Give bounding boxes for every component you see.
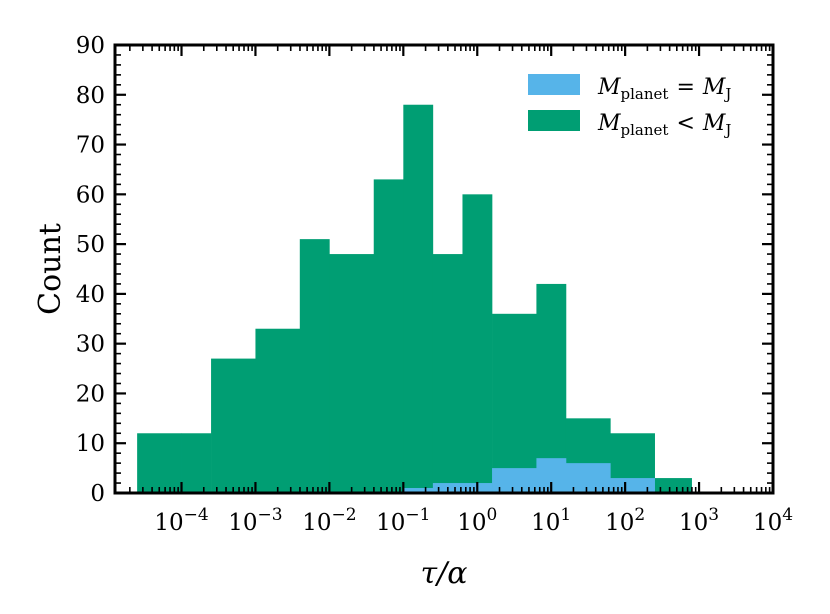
legend-label: Mplanet = MJ — [597, 75, 731, 103]
y-tick-label: 90 — [76, 33, 105, 59]
x-tick-label: 10−4 — [154, 505, 208, 536]
series-green-bars — [137, 104, 692, 493]
histogram-bar — [255, 328, 301, 493]
x-tick-label: 10−1 — [376, 505, 430, 536]
x-tick-label: 104 — [753, 505, 793, 536]
histogram-bar — [211, 358, 256, 493]
legend-swatch — [528, 110, 580, 131]
y-tick-label: 80 — [76, 83, 105, 109]
x-tick-label: 102 — [605, 505, 645, 536]
histogram-bar — [432, 254, 463, 493]
legend: Mplanet = MJ Mplanet < MJ — [528, 74, 731, 139]
x-tick-label: 101 — [531, 505, 571, 536]
x-axis-title: τ/α — [421, 556, 468, 591]
x-tick-label: 100 — [457, 505, 497, 536]
y-axis-title: Count — [33, 223, 68, 315]
histogram-bar — [403, 488, 434, 493]
histogram-bar — [299, 239, 330, 493]
histogram-bar — [373, 179, 404, 493]
y-tick-label: 40 — [76, 282, 105, 308]
plot-frame — [113, 43, 775, 495]
x-tick-label: 10−3 — [228, 505, 282, 536]
y-tick-label: 30 — [76, 332, 105, 358]
legend-label: Mplanet < MJ — [597, 111, 731, 139]
x-tick-label: 103 — [679, 505, 719, 536]
histogram-bar — [403, 104, 434, 493]
x-tick-labels: 10−4 10−3 10−2 10−1 100 101 102 103 104 — [154, 505, 793, 536]
histogram-bar — [462, 194, 493, 493]
y-tick-label: 60 — [76, 182, 105, 208]
histogram-bar — [137, 433, 182, 493]
y-tick-label: 70 — [76, 133, 105, 159]
y-tick-label: 20 — [76, 381, 105, 407]
y-tick-label: 10 — [76, 431, 105, 457]
histogram-bar — [329, 254, 375, 493]
histogram-bar — [610, 478, 655, 493]
y-tick-label: 0 — [90, 481, 105, 507]
histogram-bar — [492, 313, 537, 493]
x-tick-label: 10−2 — [302, 505, 356, 536]
y-tick-labels: 0 10 20 30 40 50 60 70 80 90 — [76, 33, 105, 507]
histogram-bar — [181, 433, 212, 493]
legend-swatch — [528, 74, 580, 95]
axis-ticks — [115, 45, 773, 493]
histogram-bar — [536, 283, 567, 493]
y-tick-label: 50 — [76, 232, 105, 258]
